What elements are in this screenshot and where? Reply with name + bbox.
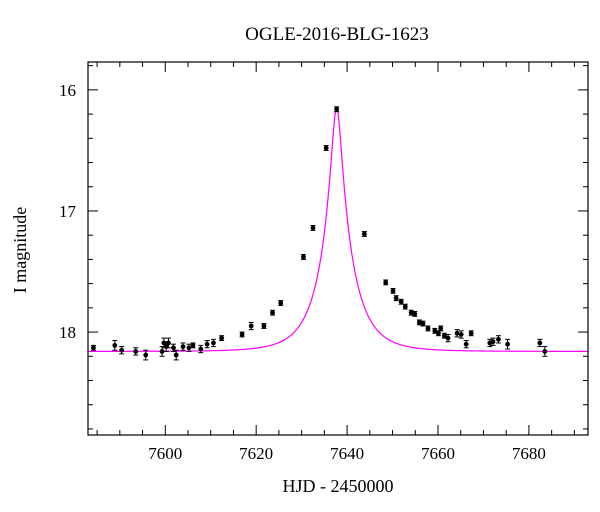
data-point <box>180 344 186 349</box>
x-tick-label: 7600 <box>148 444 182 463</box>
data-point <box>537 340 543 346</box>
x-tick-label: 7640 <box>330 444 364 463</box>
data-point <box>334 106 340 112</box>
data-point <box>490 339 496 345</box>
data-point <box>186 345 192 351</box>
data-point <box>402 304 408 310</box>
data-point <box>171 345 176 351</box>
x-tick-label: 7680 <box>512 444 546 463</box>
x-tick-label: 7620 <box>239 444 273 463</box>
data-point <box>239 332 245 337</box>
data-point <box>112 342 118 348</box>
data-point <box>463 341 469 347</box>
data-point <box>190 342 196 348</box>
data-point <box>445 335 451 341</box>
data-point <box>211 340 216 346</box>
data-point <box>166 340 171 346</box>
model-curve <box>88 107 588 352</box>
data-point <box>159 349 165 354</box>
data-point <box>432 328 438 334</box>
data-point <box>505 341 510 347</box>
data-point <box>248 323 254 329</box>
data-points <box>90 106 548 361</box>
chart-title: OGLE-2016-BLG-1623 <box>245 24 429 45</box>
data-point <box>383 280 389 285</box>
data-point <box>204 341 210 347</box>
data-point <box>542 349 548 354</box>
data-point <box>496 336 501 342</box>
data-point <box>133 349 139 354</box>
model-curve-group <box>88 107 588 352</box>
data-point <box>261 323 267 329</box>
data-point <box>420 321 426 326</box>
data-point <box>173 352 179 358</box>
data-point <box>390 288 396 294</box>
data-point <box>438 326 444 331</box>
data-point <box>301 254 306 260</box>
axis-ticks: 7600 7620 7640 7660 7680 16 17 18 <box>59 62 588 463</box>
data-point <box>398 299 404 305</box>
data-point <box>119 347 125 353</box>
data-point <box>468 330 474 336</box>
data-point <box>310 225 316 231</box>
data-point <box>91 345 96 351</box>
data-point <box>323 145 329 151</box>
x-tick-label: 7660 <box>421 444 455 463</box>
data-point <box>278 300 284 306</box>
data-point <box>393 295 399 301</box>
y-tick-label: 17 <box>59 202 77 221</box>
data-point <box>454 330 460 336</box>
y-axis-label: I magnitude <box>10 207 30 293</box>
data-point <box>412 311 418 317</box>
plot-frame <box>87 61 589 436</box>
data-point <box>219 335 225 341</box>
x-axis-label: HJD - 2450000 <box>283 476 394 496</box>
data-point <box>361 231 367 237</box>
data-point <box>270 310 275 316</box>
data-point <box>436 330 441 336</box>
data-point <box>143 352 149 358</box>
data-point <box>198 346 204 352</box>
y-tick-label: 18 <box>59 323 76 342</box>
y-tick-label: 16 <box>59 81 76 100</box>
data-point <box>458 332 464 337</box>
data-point <box>425 326 431 331</box>
